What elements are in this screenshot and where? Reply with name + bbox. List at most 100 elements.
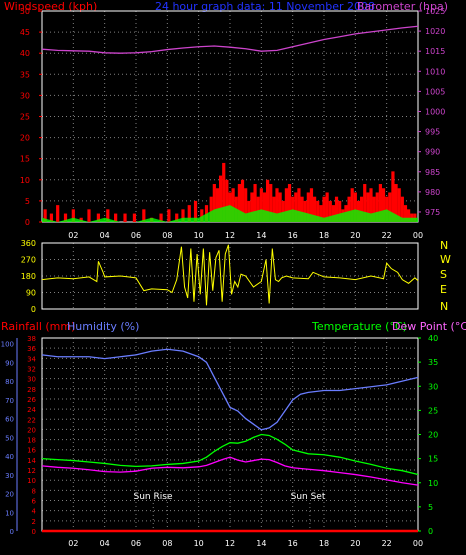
direction-tick-label: 0 [31,305,36,314]
wind-bar [391,171,395,222]
wind-bar [209,196,213,222]
direction-tick-label: 360 [21,239,36,248]
wind-bar [159,213,163,222]
wind-bar [313,196,317,222]
x-tick-label: 14 [256,539,266,548]
wind-bar [43,209,47,222]
x-tick-label: 10 [194,539,204,548]
wind-bar [360,196,364,222]
chart-title: 24 hour graph data: 11 November 2008 [155,0,375,13]
right-tick-label: 1020 [425,27,445,36]
temp-tick-label: 35 [428,358,438,367]
wind-bar [281,200,285,222]
wind-bar [372,196,376,222]
x-tick-label: 06 [131,539,141,548]
wind-bar [262,192,267,222]
direction-label-e: E [440,283,447,296]
humidity-tick-label: 50 [5,434,14,442]
wind-bar [353,192,357,222]
wind-bar [363,184,367,222]
sunset-annotation: Sun Set [291,492,326,502]
wind-bar [394,184,398,222]
humidity-tick-label: 80 [5,378,14,386]
wind-bar [266,179,270,222]
temp-tick-label: 25 [428,406,438,415]
wind-bar [291,196,295,222]
wind-bar [287,184,292,222]
humidity-tick-label: 60 [5,416,14,424]
wind-bar [181,209,185,222]
wind-bar [385,196,389,222]
x-tick-label: 06 [131,231,141,240]
x-tick-label: 08 [162,231,172,240]
wind-bar [256,196,260,222]
left-tick-label: 0 [25,218,30,227]
humidity-title: Humidity (%) [67,320,139,333]
wind-bar [381,188,386,222]
wind-bar [400,196,404,222]
rain-tick-label: 4 [32,508,37,516]
wind-bar [306,192,310,222]
direction-label-n-top: N [440,239,448,252]
humidity-line [41,348,419,431]
wind-bar [369,188,373,222]
wind-bar [275,188,279,222]
temp-tick-label: 15 [428,455,438,464]
barometer-title: Barometer (hpa) [357,0,448,13]
rain-tick-label: 32 [27,365,36,373]
wind-bar [215,188,220,222]
wind-bar [106,209,110,222]
humidity-tick-label: 20 [5,491,14,499]
x-tick-label: 18 [319,231,329,240]
x-tick-label: 22 [382,231,392,240]
direction-panel: 0 90 180 270 360 [21,239,419,314]
x-tick-label: 00 [413,539,423,548]
temperature-line [41,433,419,476]
rain-tick-label: 6 [32,498,37,506]
x-tick-label: 02 [68,539,78,548]
rain-tick-label: 10 [27,477,36,485]
wind-bar [142,209,146,222]
right-tick-label: 1000 [425,107,445,116]
wind-bar [237,184,241,222]
x-tick-label: 04 [100,539,110,548]
rain-tick-label: 30 [27,376,36,384]
direction-label-w: W [440,253,451,266]
wind-bar [350,188,354,222]
temp-tick-label: 40 [428,334,438,343]
x-tick-label: 18 [319,539,329,548]
x-tick-label: 20 [350,231,360,240]
wind-bar [325,192,329,222]
humidity-tick-label: 70 [5,397,14,405]
rain-tick-label: 14 [27,457,36,465]
wind-bar [319,205,323,222]
wind-bar [63,213,68,222]
direction-tick-label: 90 [26,289,36,298]
wind-bar [222,162,226,222]
rain-tick-label: 8 [32,487,36,495]
barometer-line [41,25,419,54]
left-tick-label: 20 [20,134,30,143]
wind-bar [300,196,304,222]
rain-tick-label: 34 [27,355,36,363]
left-tick-label: 25 [20,113,30,122]
rain-tick-label: 26 [27,396,36,404]
rain-tick-label: 16 [27,447,36,455]
wind-baro-panel: 0510152025303540455097598098599099510001… [20,7,446,240]
direction-label-n-bottom: N [440,300,448,313]
wind-bar [49,213,53,222]
wind-bar [397,188,401,222]
right-tick-label: 975 [425,208,440,217]
right-tick-label: 1025 [425,7,445,16]
right-tick-label: 985 [425,168,440,177]
wind-bar [334,196,339,222]
x-tick-label: 02 [68,231,78,240]
wind-bar [193,200,198,222]
rain-tick-label: 36 [27,345,36,353]
humidity-tick-label: 30 [5,472,14,480]
wind-bar [132,213,137,222]
x-tick-label: 22 [382,539,392,548]
wind-bar [269,184,273,222]
x-tick-label: 10 [194,231,204,240]
